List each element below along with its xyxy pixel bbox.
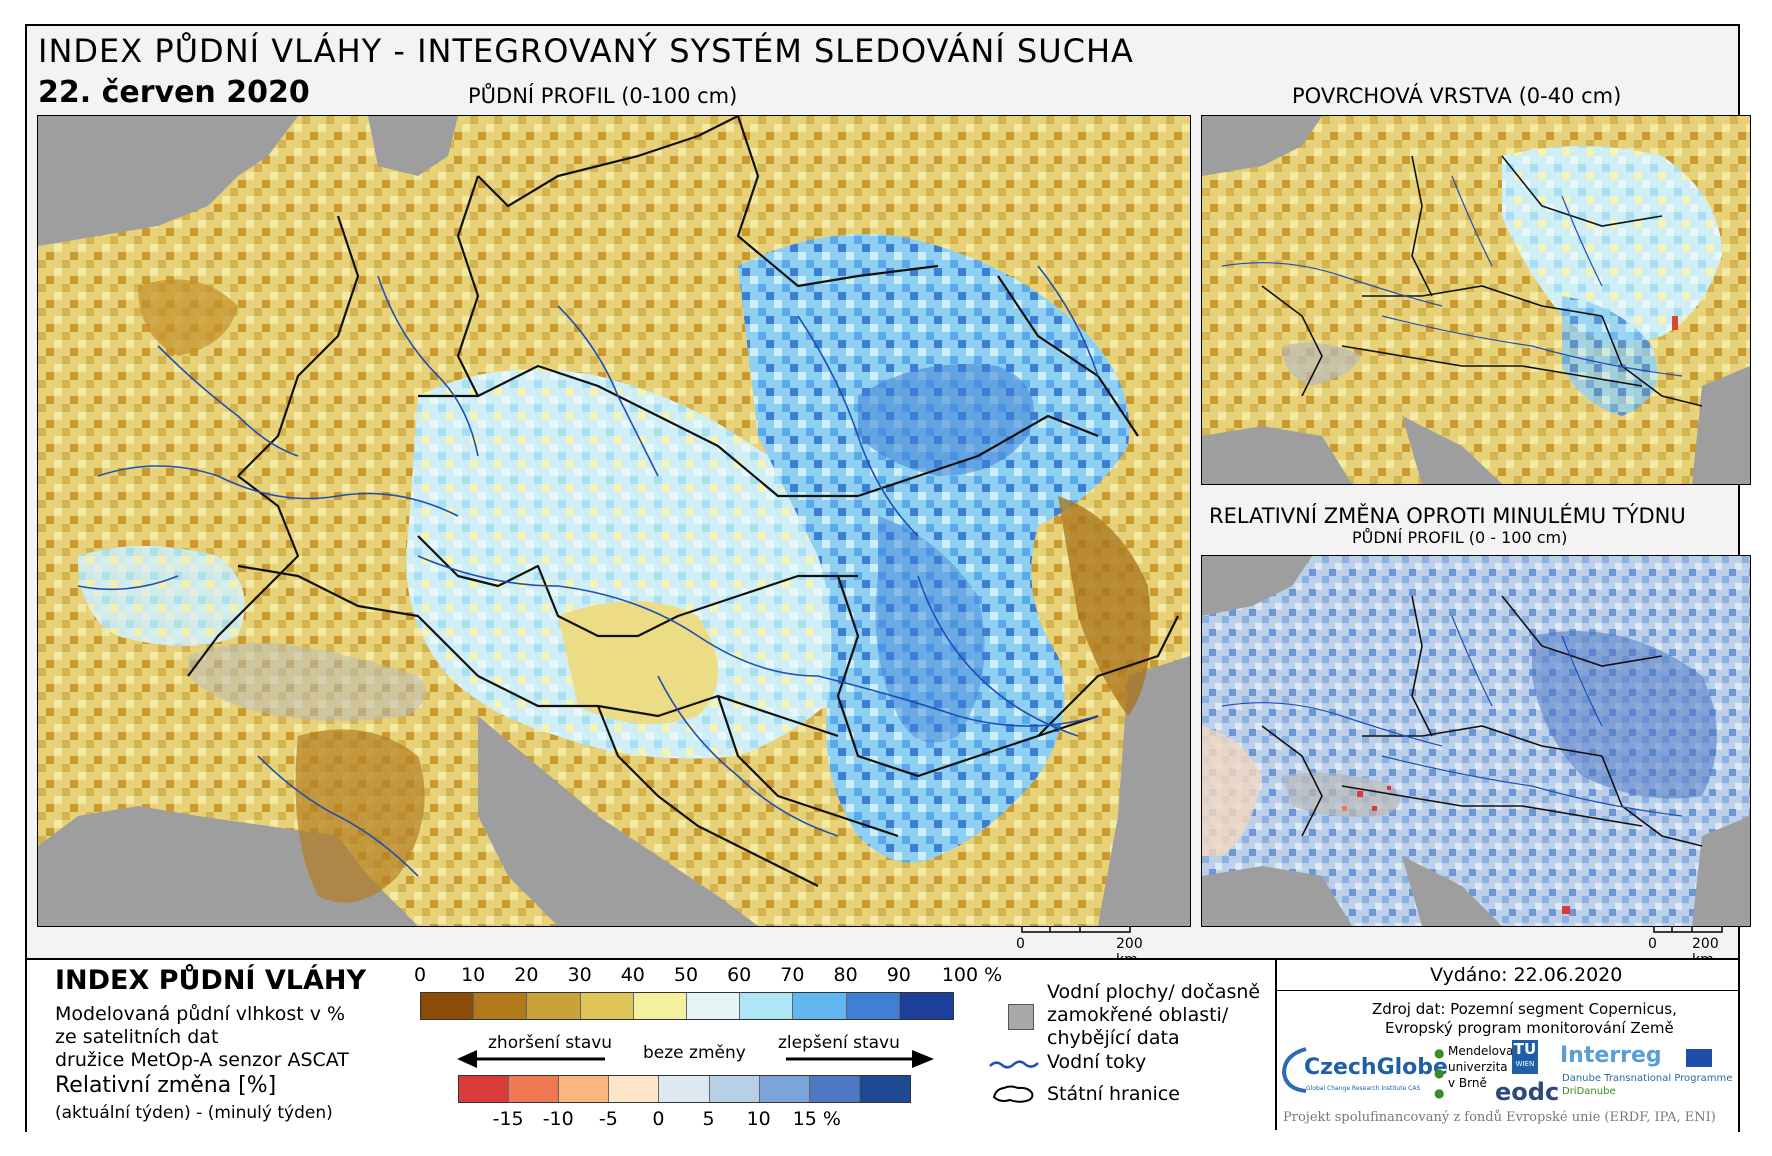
source-line-1: Zdroj dat: Pozemní segment Copernicus, — [1372, 1000, 1677, 1018]
index-tick-label: 40 — [620, 964, 645, 986]
main-scale-zero: 0 — [1016, 936, 1025, 952]
page-title: INDEX PŮDNÍ VLÁHY - INTEGROVANÝ SYSTÉM S… — [38, 32, 1134, 70]
change-tick-label: 0 — [652, 1108, 665, 1130]
small-scale-zero: 0 — [1648, 936, 1657, 952]
river-symbol — [988, 1056, 1040, 1075]
change-panel-subtitle: PŮDNÍ PROFIL (0 - 100 cm) — [1352, 528, 1568, 547]
legend-desc-3: družice MetOp-A senzor ASCAT — [55, 1049, 349, 1071]
legend-rel-title: Relativní změna [%] — [55, 1073, 277, 1098]
mendel-line-2: univerzita — [1448, 1060, 1508, 1074]
index-swatch — [527, 993, 581, 1019]
map-date: 22. červen 2020 — [38, 75, 310, 110]
change-tick-label: 5 — [702, 1108, 715, 1130]
change-swatch — [459, 1076, 510, 1102]
legend-rel-desc: (aktuální týden) - (minulý týden) — [55, 1103, 333, 1123]
better-arrow — [776, 1047, 936, 1075]
borders-label: Státní hranice — [1047, 1083, 1180, 1105]
change-tick-label: 10 — [746, 1108, 771, 1130]
credits-divider — [1277, 990, 1738, 991]
change-tick-label: 15 % — [792, 1108, 841, 1130]
change-swatch — [809, 1076, 860, 1102]
czechglobe-text: CzechGlobe — [1304, 1055, 1448, 1080]
change-swatch — [609, 1076, 660, 1102]
index-tick-label: 10 — [461, 964, 486, 986]
worse-label: zhoršení stavu — [488, 1033, 613, 1053]
interreg-sub-2: DriDanube — [1562, 1086, 1616, 1097]
eodc-logo: eodc — [1495, 1078, 1560, 1106]
index-tick-label: 100 % — [941, 964, 1003, 986]
index-swatch — [421, 993, 475, 1019]
water-label-3: chybějící data — [1047, 1027, 1180, 1049]
main-soil-moisture-map — [37, 115, 1191, 927]
index-tick-label: 70 — [780, 964, 805, 986]
change-swatch — [709, 1076, 760, 1102]
source-line-2: Evropský program monitorování Země — [1385, 1019, 1674, 1037]
index-tick-label: 80 — [833, 964, 858, 986]
issued-date: Vydáno: 22.06.2020 — [1430, 964, 1623, 986]
index-swatch — [686, 993, 741, 1019]
index-swatch — [740, 993, 794, 1019]
no-change-label: beze změny — [643, 1043, 746, 1063]
main-panel-title: PŮDNÍ PROFIL (0-100 cm) — [468, 84, 738, 108]
change-swatch — [659, 1076, 710, 1102]
index-swatch — [899, 993, 953, 1019]
change-swatch — [559, 1076, 610, 1102]
relative-change-map — [1201, 555, 1751, 927]
index-swatch — [474, 993, 528, 1019]
legend-divider — [1275, 958, 1277, 1130]
legend-desc-2: ze satelitních dat — [55, 1026, 219, 1048]
tuwien-bottom: WIEN — [1515, 1060, 1535, 1068]
index-swatch — [633, 993, 687, 1019]
rivers-label: Vodní toky — [1047, 1051, 1147, 1073]
interreg-text: Interreg — [1560, 1043, 1662, 1068]
index-tick-label: 60 — [727, 964, 752, 986]
change-tick-label: -15 — [492, 1108, 524, 1130]
change-swatch — [759, 1076, 810, 1102]
change-swatch — [509, 1076, 560, 1102]
water-label-2: zamokřené oblasti/ — [1047, 1004, 1229, 1026]
index-swatch — [580, 993, 634, 1019]
mendel-line-3: v Brně — [1448, 1076, 1487, 1090]
footer-note: Projekt spolufinancovaný z fondů Evropsk… — [1283, 1110, 1716, 1125]
worse-arrow — [455, 1047, 615, 1075]
better-label: zlepšení stavu — [778, 1033, 900, 1053]
tuwien-logo: TU WIEN — [1512, 1040, 1538, 1074]
surface-panel-title: POVRCHOVÁ VRSTVA (0-40 cm) — [1292, 84, 1622, 108]
index-swatch — [846, 993, 900, 1019]
change-panel-title: RELATIVNÍ ZMĚNA OPROTI MINULÉMU TÝDNU — [1209, 504, 1686, 528]
legend-panel — [27, 958, 1738, 1132]
legend-desc-1: Modelovaná půdní vlhkost v % — [55, 1003, 346, 1025]
missing-data-swatch — [1008, 1004, 1034, 1030]
water-label-1: Vodní plochy/ dočasně — [1047, 981, 1261, 1003]
index-color-scale — [420, 992, 954, 1020]
mendel-line-1: Mendelova — [1448, 1044, 1514, 1058]
legend-title: INDEX PŮDNÍ VLÁHY — [55, 965, 367, 996]
index-tick-label: 30 — [567, 964, 592, 986]
change-tick-label: -5 — [598, 1108, 618, 1130]
tuwien-top: TU — [1513, 1040, 1537, 1058]
surface-layer-map — [1201, 115, 1751, 485]
index-tick-label: 90 — [886, 964, 911, 986]
change-color-scale — [458, 1075, 911, 1103]
czechglobe-subtext: Global Change Research Institute CAS — [1306, 1085, 1421, 1092]
index-tick-label: 50 — [673, 964, 699, 986]
index-swatch — [793, 993, 847, 1019]
border-symbol — [990, 1083, 1036, 1109]
index-tick-label: 20 — [514, 964, 539, 986]
interreg-sub-1: Danube Transnational Programme — [1562, 1073, 1733, 1084]
change-swatch — [859, 1076, 910, 1102]
eu-flag-icon — [1686, 1049, 1712, 1067]
index-tick-label: 0 — [413, 964, 427, 986]
change-tick-label: -10 — [542, 1108, 574, 1130]
